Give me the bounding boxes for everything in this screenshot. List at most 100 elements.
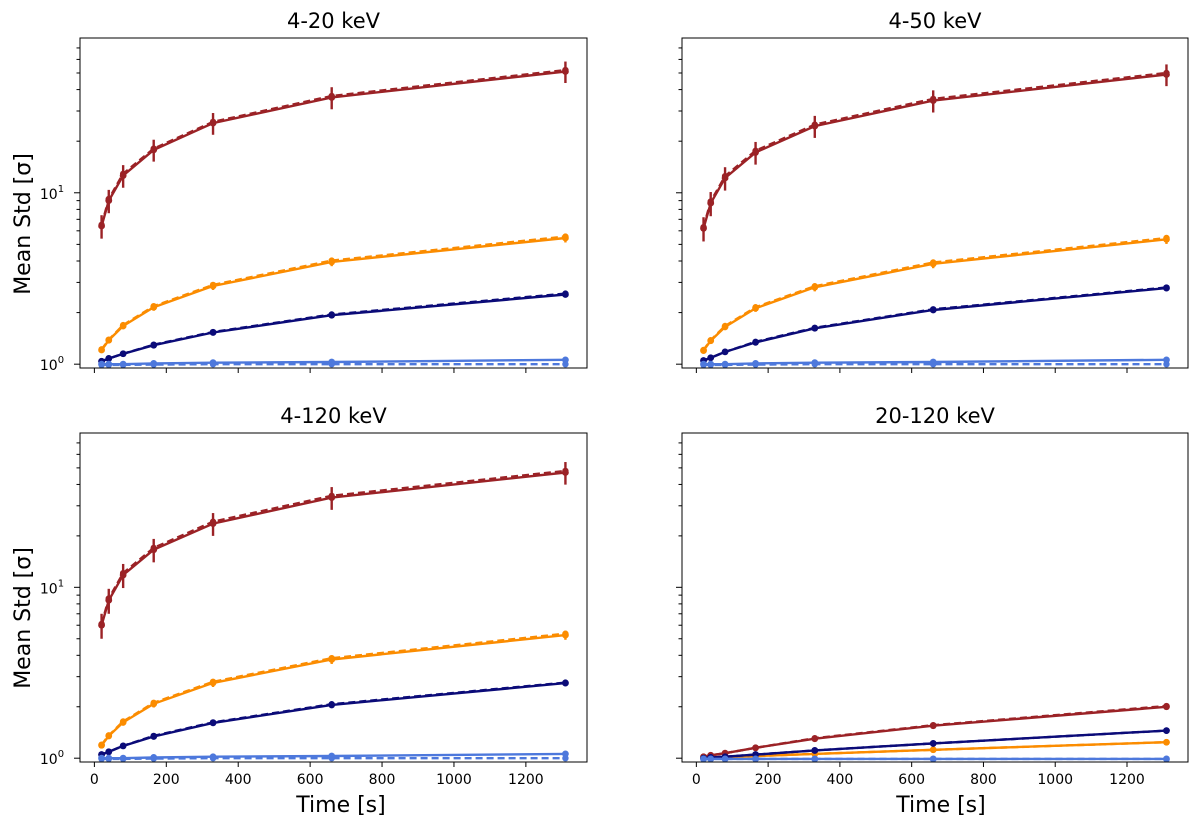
data-point	[1163, 738, 1170, 746]
data-point	[209, 520, 217, 527]
data-point	[707, 354, 715, 362]
data-point	[98, 621, 105, 629]
series	[98, 750, 569, 763]
axes-frame	[79, 432, 588, 763]
data-point	[721, 755, 729, 763]
data-point	[929, 306, 937, 314]
series-dashed-line	[100, 68, 566, 226]
x-tick-label: 0	[692, 772, 701, 788]
data-point	[150, 303, 158, 311]
data-point	[1163, 727, 1170, 735]
data-point	[328, 258, 336, 266]
data-point	[700, 755, 707, 763]
data-point	[929, 722, 937, 730]
series-dashed-line	[101, 292, 566, 363]
y-tick-label: 100	[40, 355, 64, 374]
data-point	[721, 174, 729, 182]
data-point	[811, 755, 819, 763]
data-point	[119, 172, 127, 179]
data-point	[811, 747, 819, 754]
data-point	[929, 755, 937, 763]
data-point	[562, 234, 569, 242]
data-point	[700, 347, 707, 355]
x-tick-label: 600	[898, 772, 925, 788]
panel-4-50-kev: 4-50 keV	[676, 9, 1189, 373]
y-tick-label: 101	[40, 184, 64, 203]
data-point	[328, 94, 336, 101]
data-point	[98, 754, 105, 762]
data-point	[707, 755, 715, 763]
x-tick-label: 400	[827, 772, 854, 788]
data-point	[328, 358, 336, 366]
x-tick-label: 1200	[508, 772, 544, 788]
panel-title: 4-20 keV	[287, 9, 381, 33]
data-point	[752, 755, 759, 763]
data-point	[707, 199, 715, 207]
data-point	[209, 753, 217, 761]
data-point	[119, 754, 127, 762]
series	[700, 234, 1170, 355]
data-point	[1163, 356, 1170, 364]
data-point	[209, 329, 217, 336]
series	[98, 630, 569, 749]
data-point	[328, 656, 336, 663]
series	[700, 64, 1170, 242]
series	[700, 755, 1170, 763]
x-tick-label: 200	[153, 772, 180, 788]
data-point	[1163, 703, 1170, 711]
data-point	[929, 97, 937, 105]
series-solid-line	[100, 236, 566, 351]
series-dashed-line	[703, 286, 1167, 362]
data-point	[721, 360, 729, 368]
data-point	[328, 494, 336, 501]
x-tick-label: 600	[297, 772, 324, 788]
data-point	[721, 323, 729, 331]
y-axis-label: Mean Std [σ]	[11, 153, 36, 295]
data-point	[562, 291, 569, 298]
panel-4-120-kev: 4-120 keV 0 200 400 600 800 1000 1200 100 101	[40, 404, 588, 788]
data-point	[721, 348, 729, 356]
data-point	[562, 469, 569, 476]
data-point	[105, 336, 113, 344]
y-tick-label: 100	[40, 749, 64, 768]
data-point	[98, 222, 105, 230]
series	[700, 284, 1170, 364]
data-point	[929, 746, 937, 754]
axes-frame	[681, 432, 1189, 763]
x-axis-label: Time [s]	[895, 793, 985, 818]
data-point	[119, 360, 127, 368]
x-tick-label: 1000	[1037, 772, 1073, 788]
data-point	[98, 741, 105, 749]
data-point	[1163, 284, 1170, 292]
x-axis-label: Time [s]	[295, 793, 385, 818]
data-point	[150, 546, 158, 554]
data-point	[105, 360, 113, 368]
x-tick-label: 200	[755, 772, 782, 788]
data-point	[811, 283, 819, 291]
data-point	[119, 350, 127, 358]
data-point	[119, 571, 127, 579]
panel-20-120-kev: 20-120 keV 0 200 400 600 800 1000 1200	[676, 404, 1189, 788]
data-point	[105, 754, 113, 762]
data-point	[119, 718, 127, 726]
data-point	[700, 360, 707, 368]
series-dashed-line	[100, 235, 566, 351]
data-point	[1163, 71, 1170, 78]
data-point	[562, 679, 569, 687]
y-axis-label: Mean Std [σ]	[11, 547, 36, 689]
data-point	[150, 341, 158, 349]
data-point	[929, 260, 937, 268]
data-point	[150, 733, 158, 740]
x-tick-label: 400	[225, 772, 252, 788]
data-point	[929, 740, 937, 747]
data-point	[811, 122, 819, 130]
data-point	[752, 338, 759, 346]
series-dashed-line	[101, 681, 566, 756]
data-point	[811, 735, 819, 743]
data-point	[105, 197, 113, 205]
data-point	[209, 119, 217, 127]
data-point	[707, 360, 715, 368]
data-point	[150, 754, 158, 761]
data-point	[328, 311, 336, 319]
